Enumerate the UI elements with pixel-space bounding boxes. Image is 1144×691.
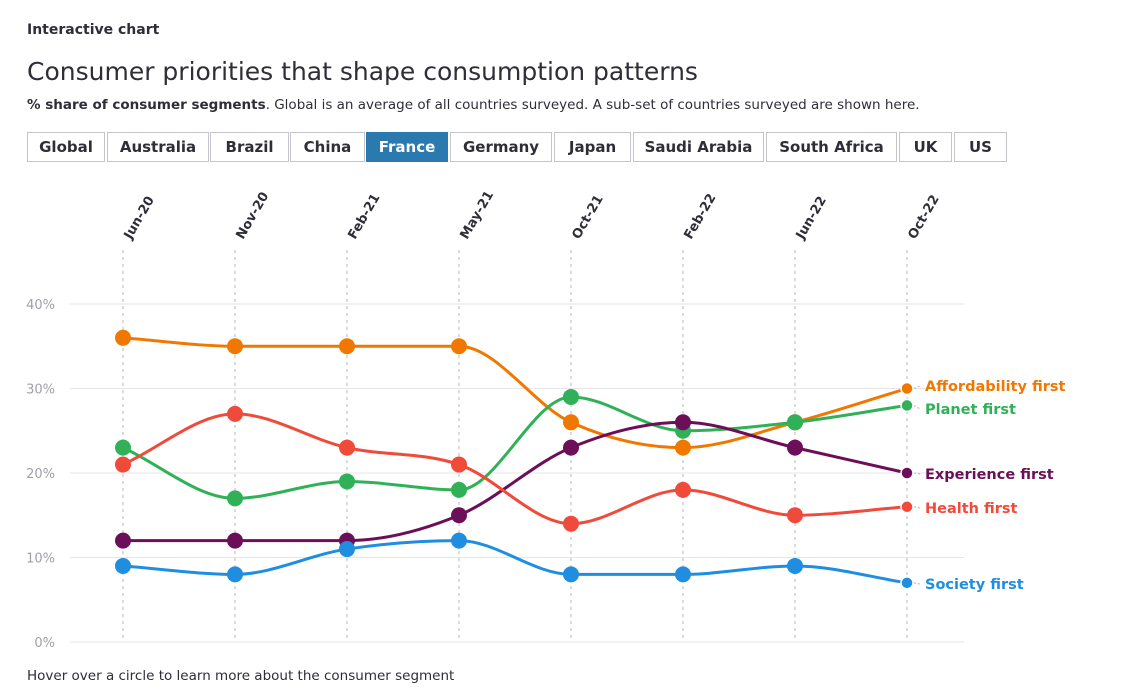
- data-point-society-first: [451, 532, 467, 549]
- data-point-society-first: [563, 566, 579, 583]
- label-leader: [913, 506, 921, 509]
- x-tick-label: Oct-21: [569, 193, 606, 242]
- data-point-experience-first: [115, 532, 131, 549]
- page-title: Consumer priorities that shape consumpti…: [27, 57, 698, 86]
- y-tick-label: 30%: [26, 383, 55, 398]
- label-leader: [913, 404, 921, 410]
- label-leader: [913, 472, 921, 475]
- series-label-experience-first: Experience first: [925, 467, 1054, 483]
- data-point-society-first: [900, 576, 914, 590]
- data-point-planet-first: [787, 414, 803, 431]
- data-point-affordability-first: [115, 329, 131, 346]
- tab-germany[interactable]: Germany: [450, 132, 552, 162]
- data-point-society-first: [339, 541, 355, 558]
- data-point-planet-first: [563, 388, 579, 405]
- y-tick-label: 40%: [26, 298, 55, 313]
- tab-south-africa[interactable]: South Africa: [766, 132, 897, 162]
- data-point-health-first: [787, 507, 803, 524]
- data-point-society-first: [227, 566, 243, 583]
- data-point-health-first: [227, 405, 243, 422]
- data-point-health-first: [339, 439, 355, 456]
- data-point-affordability-first: [451, 338, 467, 355]
- x-tick-label: Feb-22: [681, 191, 719, 242]
- series-label-affordability-first: Affordability first: [925, 379, 1065, 395]
- data-point-experience-first: [227, 532, 243, 549]
- data-point-affordability-first: [563, 414, 579, 431]
- tab-saudi-arabia[interactable]: Saudi Arabia: [633, 132, 764, 162]
- data-point-planet-first: [227, 490, 243, 507]
- series-line-experience-first: [122, 420, 908, 543]
- series-line-planet-first: [122, 395, 908, 500]
- data-point-society-first: [675, 566, 691, 583]
- data-point-health-first: [675, 481, 691, 498]
- subtitle-rest: . Global is an average of all countries …: [265, 97, 920, 113]
- chart-kicker: Interactive chart: [27, 22, 160, 38]
- data-point-society-first: [787, 557, 803, 574]
- data-point-planet-first: [339, 473, 355, 490]
- data-point-society-first: [115, 557, 131, 574]
- data-point-affordability-first: [227, 338, 243, 355]
- x-tick-label: Jun-22: [793, 194, 830, 243]
- tab-australia[interactable]: Australia: [107, 132, 209, 162]
- label-leader: [913, 385, 921, 389]
- data-point-experience-first: [451, 507, 467, 524]
- data-point-experience-first: [787, 439, 803, 456]
- tab-global[interactable]: Global: [27, 132, 105, 162]
- data-point-planet-first: [115, 439, 131, 456]
- data-point-affordability-first: [900, 381, 914, 396]
- x-tick-label: Jun-20: [121, 194, 158, 243]
- subtitle-bold: % share of consumer segments: [27, 97, 266, 113]
- x-tick-label: Feb-21: [345, 191, 383, 242]
- data-point-health-first: [563, 515, 579, 532]
- data-point-affordability-first: [339, 338, 355, 355]
- data-point-health-first: [451, 456, 467, 473]
- y-tick-label: 0%: [34, 636, 55, 651]
- series-line-society-first: [122, 539, 908, 585]
- data-point-health-first: [115, 456, 131, 473]
- x-tick-label: Oct-22: [905, 193, 942, 242]
- series-label-planet-first: Planet first: [925, 402, 1016, 418]
- data-point-experience-first: [675, 414, 691, 431]
- y-tick-label: 20%: [26, 467, 55, 482]
- series-line-health-first: [122, 412, 908, 526]
- tab-uk[interactable]: UK: [899, 132, 952, 162]
- tab-us[interactable]: US: [954, 132, 1007, 162]
- data-point-experience-first: [563, 439, 579, 456]
- tab-france[interactable]: France: [366, 132, 448, 162]
- x-tick-label: May-21: [457, 188, 497, 242]
- data-point-planet-first: [900, 398, 914, 413]
- series-line-affordability-first: [122, 336, 908, 450]
- tab-china[interactable]: China: [290, 132, 365, 162]
- series-label-society-first: Society first: [925, 577, 1024, 593]
- data-point-health-first: [900, 500, 914, 514]
- data-point-experience-first: [900, 466, 914, 480]
- y-tick-label: 10%: [26, 552, 55, 567]
- data-point-affordability-first: [675, 439, 691, 456]
- tab-japan[interactable]: Japan: [554, 132, 631, 162]
- tab-brazil[interactable]: Brazil: [210, 132, 289, 162]
- hover-hint: Hover over a circle to learn more about …: [27, 668, 455, 684]
- chart-subtitle: % share of consumer segments. Global is …: [27, 97, 920, 113]
- data-point-planet-first: [451, 481, 467, 498]
- x-tick-label: Nov-20: [233, 190, 272, 242]
- label-leader: [913, 582, 921, 585]
- series-label-health-first: Health first: [925, 501, 1018, 517]
